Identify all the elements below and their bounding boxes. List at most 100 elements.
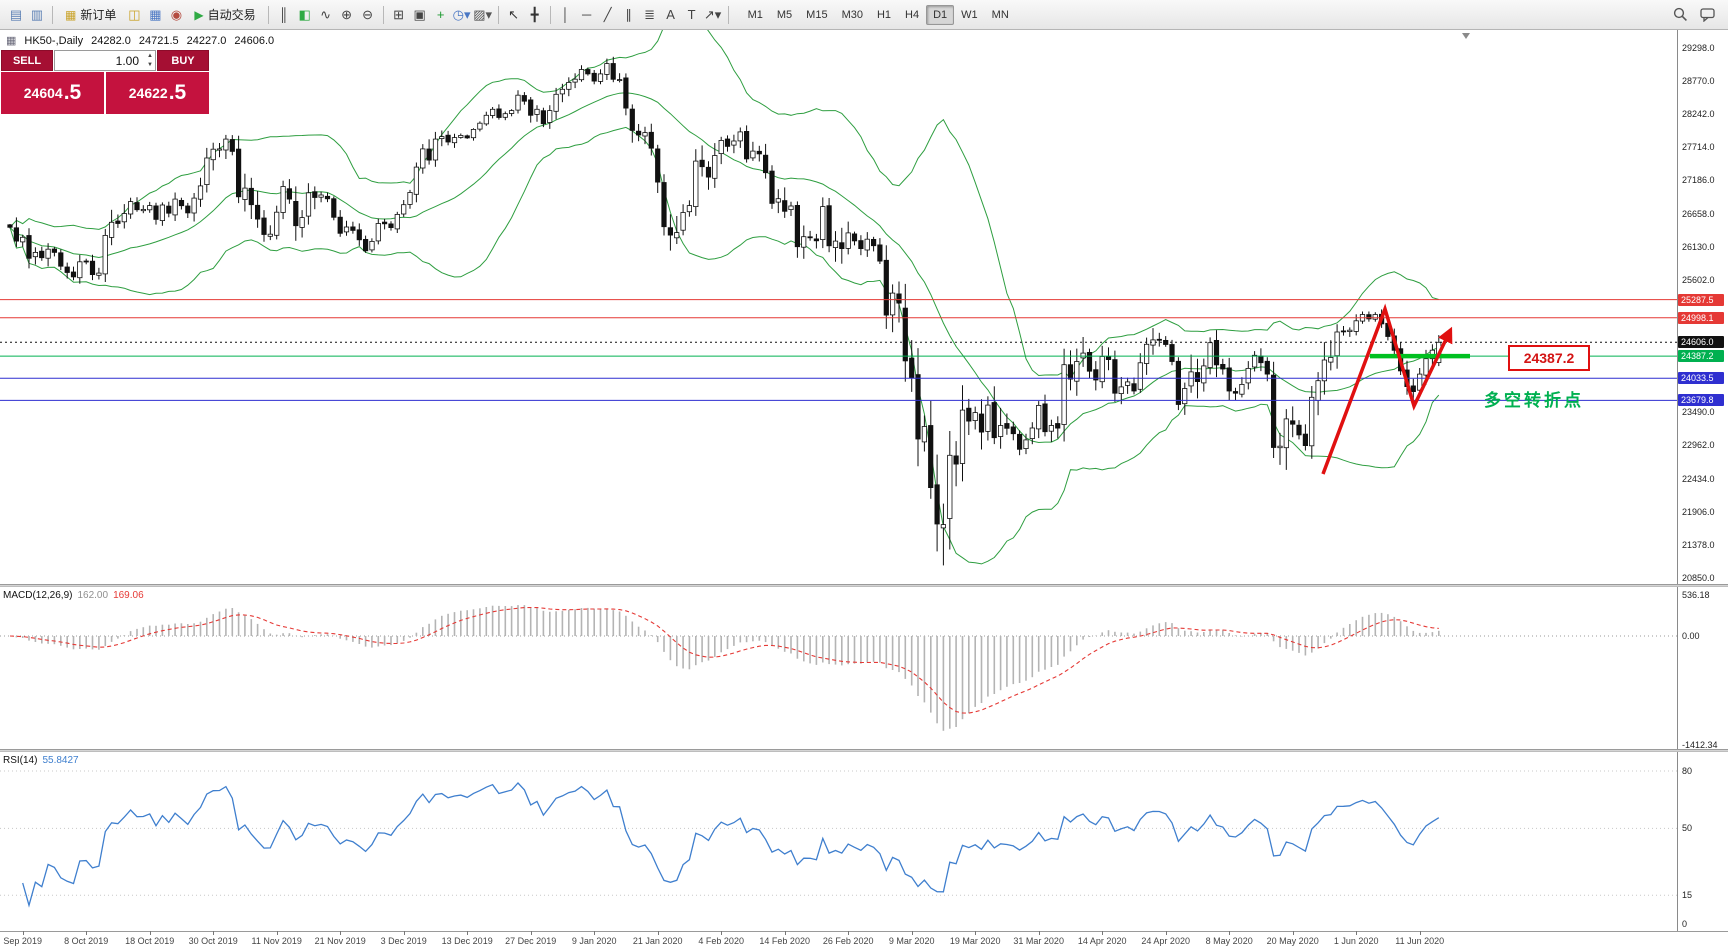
date-label: 19 Mar 2020: [949, 936, 1001, 946]
sell-price-tile[interactable]: 24604 .5: [1, 72, 104, 114]
new-order-icon: ▦: [65, 7, 77, 22]
macd-panel-canvas[interactable]: [0, 587, 1677, 752]
volume-down-icon[interactable]: ▼: [147, 62, 153, 68]
price-tick-label: 28770.0: [1682, 76, 1715, 87]
horizontal-line-icon[interactable]: ─: [582, 7, 592, 22]
date-label: 8 May 2020: [1205, 936, 1253, 946]
date-label: 21 Nov 2019: [314, 936, 366, 946]
macd-tick-label: 0.00: [1682, 631, 1700, 641]
price-tag-24998.1: 24998.1: [1678, 311, 1724, 324]
buy-price-tile[interactable]: 24622 .5: [106, 72, 209, 114]
bollinger-bands: [9, 30, 1440, 565]
price-tick-label: 26130.0: [1682, 241, 1715, 252]
cursor-icon[interactable]: ↖: [508, 6, 520, 22]
volume-input[interactable]: 1.00 ▲ ▼: [54, 50, 156, 71]
price-tick-label: 21378.0: [1682, 539, 1715, 550]
price-tick-label: 27714.0: [1682, 142, 1715, 153]
buy-button[interactable]: BUY: [157, 50, 209, 71]
search-icon[interactable]: [1670, 5, 1690, 25]
date-tick: [1419, 931, 1421, 935]
new-chart-icon[interactable]: ▤: [9, 6, 23, 22]
date-tick: [721, 931, 723, 935]
panel-separator-macd[interactable]: [0, 584, 1728, 587]
trend-note-text[interactable]: 多空转折点: [1484, 391, 1584, 410]
price-annotation-box[interactable]: 24387.2: [1508, 345, 1590, 371]
timeframe-toolbar: M1 M5 M15 M30 H1 H4 D1 W1 MN: [741, 4, 1016, 25]
autotrading-button-label: 自动交易: [207, 8, 256, 22]
timeframe-w1[interactable]: W1: [961, 8, 978, 21]
tile-windows-icon[interactable]: ⊞: [393, 6, 405, 22]
timeframe-h4[interactable]: H4: [905, 8, 920, 21]
volume-up-icon[interactable]: ▲: [147, 53, 153, 59]
candlestick-chart-icon[interactable]: ◧: [298, 6, 311, 22]
autotrading-button[interactable]: ▶ 自动交易: [187, 4, 262, 25]
arrange-windows-icon[interactable]: ▣: [413, 6, 426, 22]
date-tick: [1165, 931, 1167, 935]
autotrading-icon: ▶: [194, 7, 204, 22]
timeframe-m30[interactable]: M30: [841, 8, 863, 21]
new-order-button[interactable]: ▦ 新订单: [58, 4, 123, 25]
price-tick-label: 25602.0: [1682, 274, 1715, 285]
toolbar-separator: [52, 5, 53, 24]
sell-button[interactable]: SELL: [1, 50, 53, 71]
period-selector-icon[interactable]: ◷▾: [452, 6, 471, 22]
market-watch-icon[interactable]: ◫: [128, 6, 141, 22]
date-tick: [1038, 931, 1040, 935]
zoom-in-icon[interactable]: ⊕: [341, 6, 353, 22]
macd-label: MACD(12,26,9) 162.00 169.06: [3, 590, 144, 601]
price-tag-23679.8: 23679.8: [1678, 394, 1724, 407]
channel-icon[interactable]: ∥: [625, 6, 632, 22]
date-label: 26 Feb 2020: [822, 936, 874, 946]
panel-separator-rsi[interactable]: [0, 749, 1728, 752]
line-chart-icon[interactable]: ∿: [320, 6, 332, 22]
toolbar-right: [1670, 5, 1722, 25]
chat-icon[interactable]: [1698, 5, 1718, 25]
vertical-line-icon[interactable]: │: [561, 7, 570, 22]
zoom-out-icon[interactable]: ⊖: [362, 6, 374, 22]
trendline-icon[interactable]: ╱: [603, 6, 612, 22]
bar-chart-icon[interactable]: ║: [279, 7, 289, 22]
date-tick: [403, 931, 405, 935]
date-tick: [848, 931, 850, 935]
rsi-tick-label: 15: [1682, 890, 1693, 901]
fibonacci-icon[interactable]: ≣: [644, 6, 656, 22]
macd-tick-label: -1412.34: [1682, 740, 1718, 750]
timeframe-m5[interactable]: M5: [776, 8, 793, 21]
shapes-icon[interactable]: ↗▾: [703, 6, 722, 22]
toolbar-separator: [549, 5, 551, 24]
label-icon[interactable]: T: [687, 7, 696, 22]
date-label: 18 Oct 2019: [125, 936, 175, 946]
rsi-panel-canvas[interactable]: [0, 752, 1677, 931]
navigator-icon[interactable]: ◉: [170, 6, 183, 22]
toolbar-separator: [382, 5, 384, 24]
rsi-tick-label: 0: [1682, 919, 1688, 929]
price-tick-label: 22434.0: [1682, 473, 1715, 484]
timeframe-d1[interactable]: D1: [926, 4, 955, 25]
volume-spinner: ▲ ▼: [147, 52, 153, 70]
price-tag-25287.5: 25287.5: [1678, 293, 1724, 306]
price-tick-label: 26658.0: [1682, 208, 1715, 219]
date-label: 3 Dec 2019: [380, 936, 427, 946]
timeframe-m15[interactable]: M15: [806, 8, 828, 21]
crosshair-icon[interactable]: ╋: [530, 6, 539, 22]
date-tick: [1102, 931, 1104, 935]
zigzag-arrow[interactable]: [1321, 303, 1453, 475]
rsi-value: 55.8427: [42, 755, 79, 766]
chart-shift-marker[interactable]: [1462, 33, 1470, 39]
macd-signal-line: [9, 606, 1439, 714]
main-chart-canvas[interactable]: [0, 30, 1677, 587]
rsi-tick-label: 50: [1682, 823, 1693, 834]
timeframe-m1[interactable]: M1: [747, 8, 763, 21]
chart-header: ▦ HK50-,Daily 24282.0 24721.5 24227.0 24…: [6, 34, 274, 48]
macd-tick-label: 536.18: [1682, 590, 1710, 600]
templates-icon[interactable]: ▨▾: [473, 6, 493, 22]
data-window-icon[interactable]: ▦: [149, 6, 162, 22]
chart-profiles-icon[interactable]: ▥: [30, 6, 44, 22]
toolbar-separator: [727, 5, 729, 24]
add-indicator-icon[interactable]: +: [436, 7, 445, 22]
timeframe-mn[interactable]: MN: [991, 8, 1009, 21]
date-label: 14 Apr 2020: [1077, 936, 1127, 946]
timeframe-h1[interactable]: H1: [876, 8, 892, 21]
text-icon[interactable]: A: [666, 7, 675, 22]
